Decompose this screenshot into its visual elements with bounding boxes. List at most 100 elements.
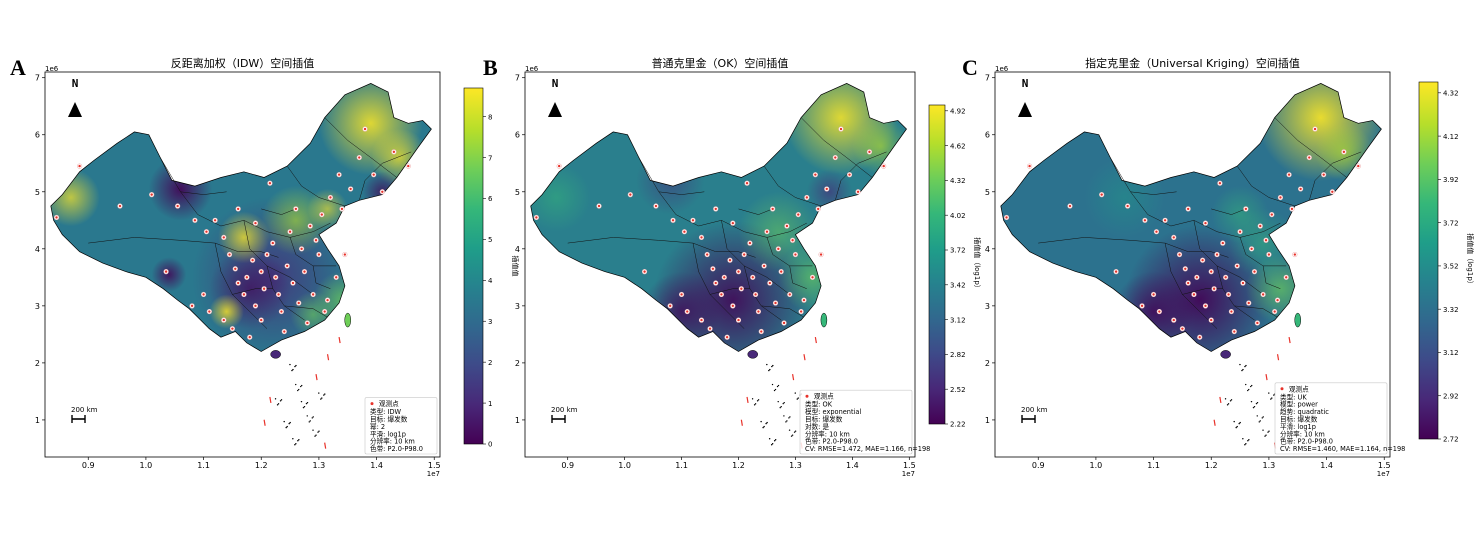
x-tick-label: 1.4 xyxy=(1320,461,1333,470)
legend-box xyxy=(364,397,438,455)
province-border xyxy=(766,237,813,267)
observation-point-core xyxy=(306,321,309,325)
province-border xyxy=(284,305,328,318)
colorbar-tick-label: 0 xyxy=(488,441,492,449)
island-dot xyxy=(321,397,323,399)
x-offset-label: 1e7 xyxy=(902,470,915,478)
island-dot xyxy=(318,430,320,432)
island-dot xyxy=(295,443,297,445)
province-border xyxy=(835,151,887,201)
island-dot xyxy=(1241,369,1243,372)
observation-point-core xyxy=(242,293,246,296)
boundary-dash xyxy=(263,419,266,426)
island-dot xyxy=(1252,406,1255,409)
legend-line: 平滑: log1p xyxy=(370,429,406,438)
panel-letter: C xyxy=(962,55,978,80)
observation-point-core xyxy=(748,241,752,245)
observation-point-core xyxy=(320,213,323,216)
island-dot xyxy=(1247,440,1249,442)
island-dot xyxy=(277,403,280,405)
observation-point-core xyxy=(309,224,312,228)
observation-point-core xyxy=(311,293,315,296)
observation-point-core xyxy=(1224,276,1227,279)
observation-point-core xyxy=(248,336,251,339)
island-dot xyxy=(786,420,788,422)
colorbar-tick-label: 3 xyxy=(488,318,492,326)
observation-point-core xyxy=(1276,298,1279,302)
island-dot xyxy=(774,388,777,391)
observation-point-core xyxy=(825,187,828,191)
observation-point-core xyxy=(288,230,292,233)
island-dot xyxy=(1239,421,1241,424)
x-tick-label: 0.9 xyxy=(82,461,95,470)
legend-line: CV: RMSE=1.460, MAE=1.164, n=198 xyxy=(1280,445,1405,453)
observation-point-core xyxy=(337,173,341,176)
island-dot xyxy=(1244,365,1246,368)
y-offset-label: 1e6 xyxy=(45,65,59,73)
island-dot xyxy=(312,429,314,431)
observation-point-core xyxy=(668,304,672,308)
x-tick-label: 1.0 xyxy=(1090,461,1103,470)
legend-marker xyxy=(805,394,809,398)
observation-point-core xyxy=(754,293,757,296)
legend-line: 对数: 是 xyxy=(805,422,830,431)
observation-point-core xyxy=(407,164,410,168)
province-border xyxy=(1188,251,1229,258)
observation-point-core xyxy=(1299,187,1302,191)
colorbar-tick-label: 2.72 xyxy=(1443,436,1459,444)
province-border xyxy=(709,288,750,295)
observation-point-core xyxy=(817,207,820,211)
province-border xyxy=(715,251,756,258)
legend-marker xyxy=(370,402,374,406)
island-dot xyxy=(790,435,793,437)
island-dot xyxy=(777,384,780,387)
observation-point-core xyxy=(1201,259,1204,262)
observation-point-core xyxy=(1279,196,1282,199)
province-border xyxy=(1236,165,1295,207)
field-hotspot xyxy=(151,257,187,292)
colorbar-tick-label: 2.22 xyxy=(950,421,966,429)
colorbar-tick-label: 4.62 xyxy=(950,142,966,150)
island-dot xyxy=(1258,421,1260,423)
province-border xyxy=(1130,191,1177,195)
legend-line: 目标: 爆发数 xyxy=(1280,415,1318,424)
province-border xyxy=(1216,265,1255,321)
y-tick-label: 1 xyxy=(35,416,40,425)
province-border xyxy=(312,265,331,289)
observation-point-core xyxy=(297,301,300,305)
island-dot xyxy=(1250,400,1253,403)
observation-point-core xyxy=(737,270,740,273)
observation-point-core xyxy=(314,239,318,242)
colorbar-tick-label: 2.82 xyxy=(950,351,966,359)
observation-point-core xyxy=(262,287,266,290)
island-dot xyxy=(765,422,767,425)
island-dot xyxy=(760,420,762,423)
observation-point-core xyxy=(1313,127,1317,131)
legend-point-label: 观测点 xyxy=(814,393,834,401)
province-border xyxy=(289,237,337,267)
island-dot xyxy=(1253,405,1256,408)
field-hotspot xyxy=(209,294,244,329)
island-dot xyxy=(1236,425,1238,428)
province-border xyxy=(761,305,805,318)
observation-point-core xyxy=(711,267,715,270)
island-dot xyxy=(791,434,794,436)
island-dot xyxy=(753,404,756,406)
observation-point-core xyxy=(1155,230,1158,233)
island-dot xyxy=(1262,416,1264,418)
legend-line: 类型: UK xyxy=(1280,392,1307,401)
observation-point-core xyxy=(245,276,249,279)
island-dot xyxy=(302,406,305,409)
island-dot xyxy=(1267,431,1269,433)
observation-point-core xyxy=(1322,173,1325,176)
observation-point-core xyxy=(797,213,800,216)
colorbar-tick-label: 3.12 xyxy=(1443,349,1459,357)
island-dot xyxy=(794,392,796,394)
y-tick-label: 5 xyxy=(985,188,990,197)
observation-point-core xyxy=(271,241,274,245)
island-dot xyxy=(309,420,311,422)
province-border xyxy=(261,208,296,215)
province-border xyxy=(763,165,822,207)
legend-line: 色带: P2.0-P98.0 xyxy=(370,444,423,453)
island-dot xyxy=(771,383,774,386)
